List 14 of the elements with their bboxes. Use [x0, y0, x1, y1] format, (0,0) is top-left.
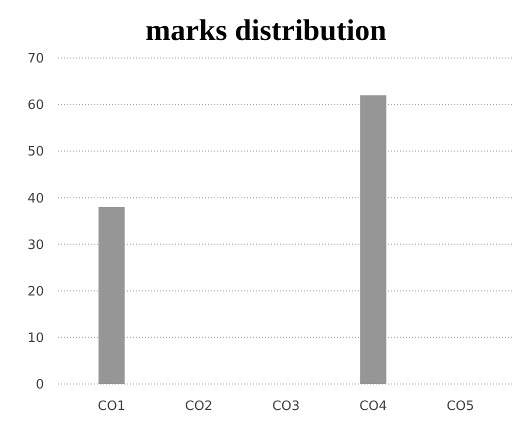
x-tick-label: CO4 — [359, 399, 387, 414]
x-tick-label: CO5 — [446, 399, 474, 414]
y-tick-label: 0 — [36, 378, 44, 393]
y-tick-label: 60 — [27, 98, 44, 114]
y-tick-label: 70 — [27, 52, 44, 67]
y-tick-label: 10 — [27, 330, 44, 346]
y-tick-label: 20 — [27, 284, 44, 300]
x-tick-label: CO3 — [272, 399, 300, 414]
y-tick-label: 40 — [27, 191, 44, 206]
y-tick-label: 50 — [27, 144, 44, 160]
y-tick-label: 30 — [27, 238, 44, 253]
x-tick-label: CO1 — [98, 399, 126, 414]
x-tick-label: CO2 — [185, 399, 213, 414]
chart-title: marks distribution — [146, 14, 387, 47]
